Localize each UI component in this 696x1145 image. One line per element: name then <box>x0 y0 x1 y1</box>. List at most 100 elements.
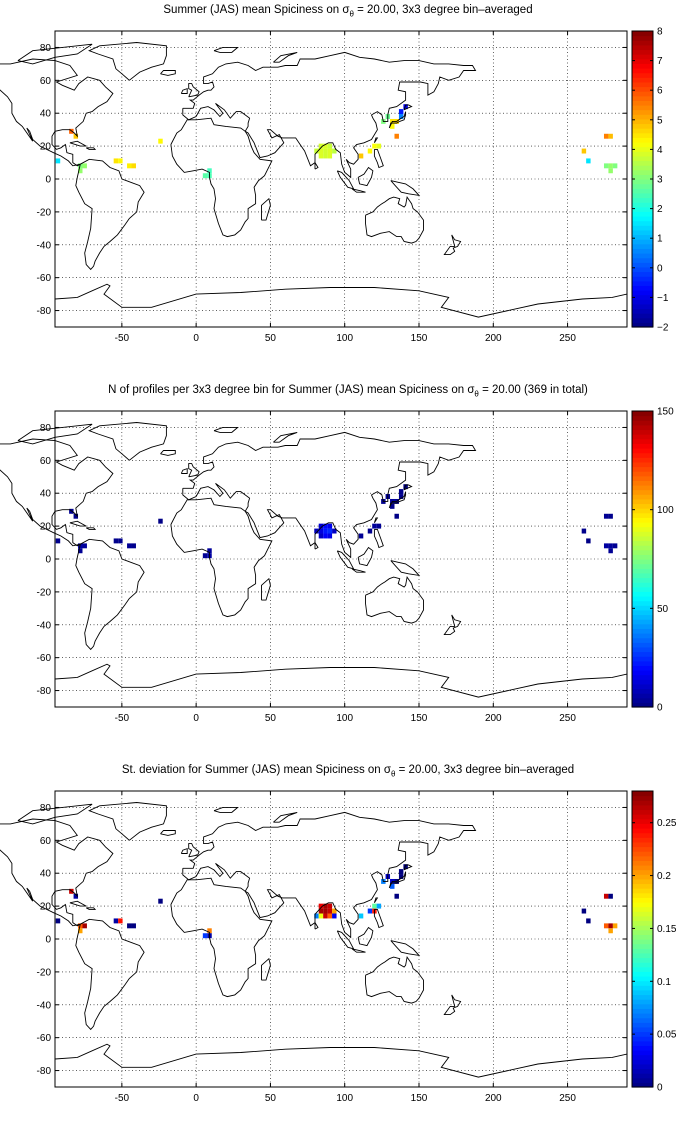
colorbar-segment <box>632 522 653 528</box>
colorbar-segment <box>632 63 653 69</box>
colorbar-segment <box>632 503 653 509</box>
data-cell <box>372 523 377 529</box>
x-tick-label: 150 <box>411 713 428 724</box>
data-cell <box>394 513 399 519</box>
data-cell <box>608 923 613 929</box>
coastline-path <box>160 830 176 836</box>
colorbar-segment <box>632 429 653 435</box>
coastline-path <box>365 195 424 244</box>
data-cell <box>367 908 373 914</box>
colorbar-segment <box>632 568 653 574</box>
colorbar-frame <box>631 410 654 708</box>
x-tick-label: -50 <box>115 333 130 344</box>
colorbar-segment <box>632 674 653 680</box>
coastline-path <box>373 897 379 904</box>
colorbar-segment <box>632 865 653 871</box>
y-tick-label: 20 <box>40 902 52 913</box>
data-cell <box>323 908 328 914</box>
data-cell <box>318 148 324 154</box>
colorbar-segment <box>632 814 653 820</box>
colorbar-segment <box>632 535 653 542</box>
colorbar-segment <box>632 1026 653 1033</box>
colorbar-segment <box>632 966 653 972</box>
coastline-path <box>373 137 379 144</box>
colorbar-segment <box>632 1003 653 1009</box>
colorbar-segment <box>632 549 653 555</box>
colorbar-segment <box>632 303 653 310</box>
colorbar-tick-label: 7 <box>657 56 663 67</box>
data-cell <box>323 143 328 149</box>
colorbar-tick-label: 0 <box>657 703 663 714</box>
grid-lines <box>55 791 627 1087</box>
coastline <box>0 42 628 318</box>
colorbar-segment <box>632 160 653 166</box>
data-cell <box>332 913 337 919</box>
coastline-path <box>54 663 628 698</box>
data-cell <box>314 913 319 919</box>
colorbar-segment <box>632 225 653 231</box>
y-tick-label: -80 <box>37 1066 52 1077</box>
colorbar-segment <box>632 262 653 268</box>
colorbar-segment <box>632 994 653 1000</box>
y-tick-label: 20 <box>40 142 52 153</box>
coastline-path <box>351 568 366 573</box>
colorbar-segment <box>632 1017 653 1023</box>
data-cell <box>318 903 324 909</box>
colorbar-segment <box>632 934 653 940</box>
colorbar-tick-label: 8 <box>657 27 663 38</box>
data-cell <box>367 528 373 534</box>
data-cell <box>327 533 333 539</box>
colorbar-segment <box>632 489 653 495</box>
y-tick-label: -80 <box>37 686 52 697</box>
profile-count-map: -50 0 50 100 150 200 250806040200-20-40-60-801… <box>0 407 674 724</box>
colorbar-segment <box>632 197 653 203</box>
coastline-path <box>85 907 97 910</box>
coastline-path <box>188 843 200 858</box>
data-cell <box>202 553 208 559</box>
colorbar-segment <box>632 902 653 908</box>
data-cell <box>202 933 208 939</box>
colorbar-segment <box>632 1045 653 1051</box>
colorbar-segment <box>632 271 653 277</box>
std-deviation-map: -50 0 50 100 150 200 250806040200-20-40-60-800… <box>0 790 677 1104</box>
coastline-path <box>188 463 200 478</box>
coastline-path <box>17 803 93 825</box>
data-cell <box>376 143 382 149</box>
y-tick-label: 20 <box>40 522 52 533</box>
data-cell <box>158 898 163 904</box>
data-cell <box>608 928 613 934</box>
colorbar-segment <box>632 188 653 194</box>
panel-title: Summer (JAS) mean Spiciness on σθ = 20.0… <box>0 4 696 18</box>
x-tick-label: 100 <box>336 333 353 344</box>
title-text: St. deviation for Summer (JAS) mean Spic… <box>121 764 384 776</box>
colorbar-tick-label: 150 <box>657 407 674 418</box>
x-tick-label: 50 <box>265 333 277 344</box>
colorbar-segment <box>632 679 653 685</box>
title-text: N of profiles per 3x3 degree bin for Sum… <box>108 384 468 396</box>
colorbar-segment <box>632 420 653 426</box>
colorbar-segment <box>632 920 653 926</box>
data-cell <box>390 883 395 889</box>
data-cell <box>127 923 132 929</box>
colorbar-segment <box>632 651 653 657</box>
data-cell <box>73 133 79 139</box>
colorbar-segment <box>632 424 653 431</box>
colorbar-segment <box>632 614 653 620</box>
colorbar-segment <box>632 142 653 148</box>
colorbar-segment <box>632 591 653 597</box>
title-sigma: σ <box>383 764 391 776</box>
colorbar-segment <box>632 637 653 643</box>
data-cell <box>403 864 408 870</box>
coastline-path <box>54 283 628 318</box>
colorbar-segment <box>632 253 653 259</box>
grid-lines <box>55 411 627 707</box>
colorbar-segment <box>632 415 653 421</box>
y-tick-label: -20 <box>37 967 52 978</box>
colorbar-segment <box>632 299 653 305</box>
colorbar-segment <box>632 869 653 875</box>
y-tick-label: -20 <box>37 587 52 598</box>
colorbar-segment <box>632 485 653 491</box>
colorbar-tick-label: 0.05 <box>657 1030 677 1041</box>
spiciness-mean-panel: Summer (JAS) mean Spiciness on σθ = 20.0… <box>0 0 696 380</box>
colorbar-segment <box>632 925 653 931</box>
